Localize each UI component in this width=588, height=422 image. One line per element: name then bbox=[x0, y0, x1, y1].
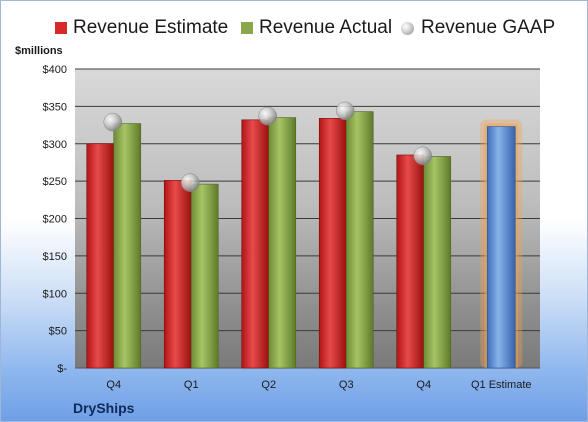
actual-bar bbox=[345, 111, 374, 369]
y-tick-label: $350 bbox=[43, 101, 67, 113]
y-tick-label: $250 bbox=[43, 176, 67, 188]
legend-label-gaap: Revenue GAAP bbox=[421, 17, 556, 38]
y-axis-unit: $millions bbox=[15, 45, 63, 57]
x-tick-label: Q4 bbox=[106, 379, 121, 391]
estimate-bar bbox=[86, 143, 115, 369]
gaap-marker bbox=[258, 106, 277, 126]
y-tick-label: $- bbox=[57, 363, 67, 375]
legend-item-gaap: Revenue GAAP bbox=[401, 17, 555, 39]
legend-swatch-actual bbox=[241, 22, 253, 34]
gaap-marker bbox=[413, 146, 432, 165]
gridlines bbox=[75, 68, 540, 369]
y-tick-labels: $- $50 $100 $150 $200 $250 $300 $350 $400 bbox=[43, 64, 68, 375]
estimate-bar bbox=[396, 154, 425, 369]
actual-bar bbox=[268, 117, 297, 369]
legend: Revenue Estimate Revenue Actual Revenue … bbox=[1, 17, 587, 41]
actual-bar bbox=[190, 183, 219, 369]
legend-swatch-estimate bbox=[55, 22, 67, 34]
legend-label-actual: Revenue Actual bbox=[259, 17, 393, 38]
legend-item-actual: Revenue Actual bbox=[241, 17, 392, 39]
estimate-bar bbox=[241, 119, 270, 369]
actual-bar bbox=[423, 156, 452, 369]
forecast-bar bbox=[486, 126, 516, 369]
y-tick-label: $100 bbox=[43, 288, 67, 300]
x-tick-label: Q2 bbox=[261, 379, 276, 391]
company-name: DryShips bbox=[73, 400, 135, 416]
y-tick-label: $50 bbox=[49, 326, 67, 338]
legend-item-estimate: Revenue Estimate bbox=[55, 17, 228, 39]
actual-bar bbox=[113, 123, 142, 369]
y-tick-label: $400 bbox=[43, 64, 67, 76]
legend-marker-gaap bbox=[401, 21, 414, 35]
y-tick-label: $150 bbox=[43, 251, 67, 263]
gaap-markers bbox=[103, 101, 432, 192]
y-tick-label: $300 bbox=[43, 139, 67, 151]
gaap-marker bbox=[181, 173, 200, 192]
estimate-bar bbox=[163, 180, 192, 369]
gaap-marker bbox=[103, 112, 122, 132]
x-tick-label: Q1 bbox=[184, 379, 199, 391]
bars bbox=[86, 111, 523, 369]
x-tick-label: Q3 bbox=[339, 379, 354, 391]
gaap-marker bbox=[336, 101, 355, 121]
x-tick-labels: Q4 Q1 Q2 Q3 Q4 Q1 Estimate bbox=[106, 379, 531, 391]
legend-label-estimate: Revenue Estimate bbox=[73, 17, 229, 38]
x-tick-label: Q1 Estimate bbox=[471, 379, 532, 391]
estimate-bar bbox=[318, 118, 347, 369]
x-tick-label: Q4 bbox=[416, 379, 431, 391]
y-tick-label: $200 bbox=[43, 214, 67, 226]
